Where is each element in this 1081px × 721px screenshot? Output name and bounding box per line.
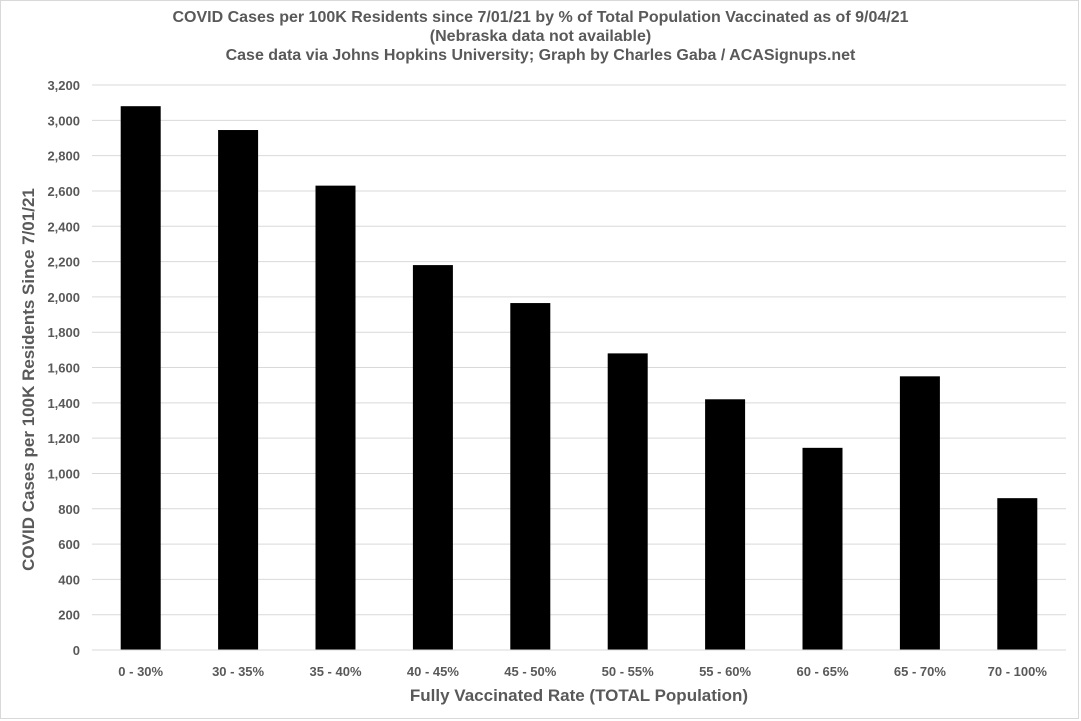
y-tick-label: 2,400 — [47, 219, 80, 234]
x-tick-label: 30 - 35% — [212, 664, 264, 679]
x-axis-label: Fully Vaccinated Rate (TOTAL Population) — [410, 686, 748, 705]
bar — [412, 265, 453, 650]
bar — [899, 376, 940, 650]
x-tick-label: 35 - 40% — [309, 664, 361, 679]
x-tick-label: 0 - 30% — [118, 664, 163, 679]
x-tick-label: 70 - 100% — [988, 664, 1048, 679]
y-tick-label: 200 — [58, 608, 80, 623]
bar — [802, 447, 843, 650]
y-tick-label: 1,800 — [47, 325, 80, 340]
y-tick-labels: 0 200 400 600 800 1,000 1,200 1,400 1,600 1,800 2,… — [47, 78, 80, 658]
x-tick-label: 45 - 50% — [504, 664, 556, 679]
x-tick-label: 40 - 45% — [407, 664, 459, 679]
bar — [997, 498, 1038, 650]
bars — [120, 106, 1038, 650]
bar — [510, 303, 551, 650]
chart-subtitle-note: (Nebraska data not available) — [429, 28, 652, 45]
y-tick-label: 600 — [58, 537, 80, 552]
bar — [705, 399, 746, 650]
x-tick-label: 65 - 70% — [894, 664, 946, 679]
y-axis-label: COVID Cases per 100K Residents Since 7/0… — [19, 188, 38, 571]
x-tick-label: 50 - 55% — [602, 664, 654, 679]
bar — [607, 353, 648, 650]
y-tick-label: 0 — [73, 643, 80, 658]
bar — [218, 130, 259, 650]
chart-title-block: COVID Cases per 100K Residents since 7/0… — [0, 8, 1081, 65]
y-tick-label: 2,200 — [47, 255, 80, 270]
y-tick-label: 2,800 — [47, 149, 80, 164]
y-tick-label: 1,000 — [47, 466, 80, 481]
y-tick-label: 3,000 — [47, 113, 80, 128]
y-tick-label: 2,000 — [47, 290, 80, 305]
y-tick-label: 400 — [58, 572, 80, 587]
bar — [315, 185, 356, 650]
y-tick-label: 3,200 — [47, 78, 80, 93]
y-tick-label: 2,600 — [47, 184, 80, 199]
chart-subtitle-credit: Case data via Johns Hopkins University; … — [225, 47, 856, 64]
y-tick-label: 1,200 — [47, 431, 80, 446]
x-tick-label: 55 - 60% — [699, 664, 751, 679]
y-tick-label: 800 — [58, 502, 80, 517]
bar — [120, 106, 161, 650]
x-tick-label: 60 - 65% — [796, 664, 848, 679]
y-tick-label: 1,600 — [47, 361, 80, 376]
x-tick-labels: 0 - 30% 30 - 35% 35 - 40% 40 - 45% 45 - 50% 5… — [118, 664, 1047, 679]
y-tick-label: 1,400 — [47, 396, 80, 411]
chart-title: COVID Cases per 100K Residents since 7/0… — [172, 9, 909, 26]
